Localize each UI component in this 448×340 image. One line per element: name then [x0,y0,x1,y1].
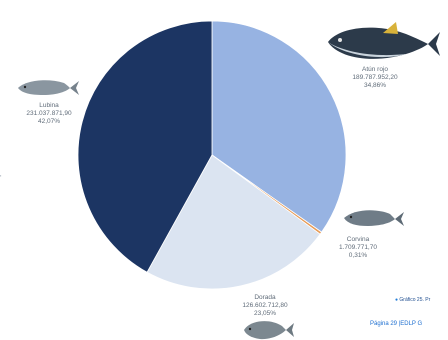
label-lubina-value: 231.037.871,90 [26,110,72,117]
tuna-fish-icon [328,22,440,59]
meagre-fish-icon [344,210,404,226]
label-corvina-value: 1.709.771,70 [339,244,377,251]
sea-bass-fish-icon [18,80,79,95]
caption-bullet-icon: ● [395,297,399,303]
label-lubina-name: Lubina [39,102,59,109]
label-atun-rojo-name: Atún rojo [361,66,389,73]
sea-bream-fish-icon [244,321,294,340]
label-dorada-percent: 23,05% [253,310,277,317]
label-dorada-name: Dorada [254,294,276,301]
pie-slice-at-n-rojo [211,20,347,233]
page-footer[interactable]: Página 29 |EDLP G [370,321,423,327]
label-dorada: Dorada 126.602.712,80 23,05% [232,294,298,318]
label-corvina-percent: 0,31% [348,252,368,259]
figure-caption-text: Gráfico 25. Pr [399,297,431,303]
edge-mark: ▪ [0,173,2,178]
figure-caption: ● Gráfico 25. Pr [395,297,430,303]
pie-slice-dorada [146,154,321,290]
label-corvina: Corvina 1.709.771,70 0,31% [328,236,388,260]
label-lubina-percent: 42,07% [37,118,61,125]
label-atun-rojo-percent: 34,86% [363,82,387,89]
pie-slice-lubina [77,20,213,273]
label-atun-rojo-value: 189.787.952,20 [352,74,398,81]
label-dorada-value: 126.602.712,80 [242,302,288,309]
label-lubina: Lubina 231.037.871,90 42,07% [14,102,84,126]
label-atun-rojo: Atún rojo 189.787.952,20 34,86% [338,66,412,90]
label-corvina-name: Corvina [346,236,370,243]
